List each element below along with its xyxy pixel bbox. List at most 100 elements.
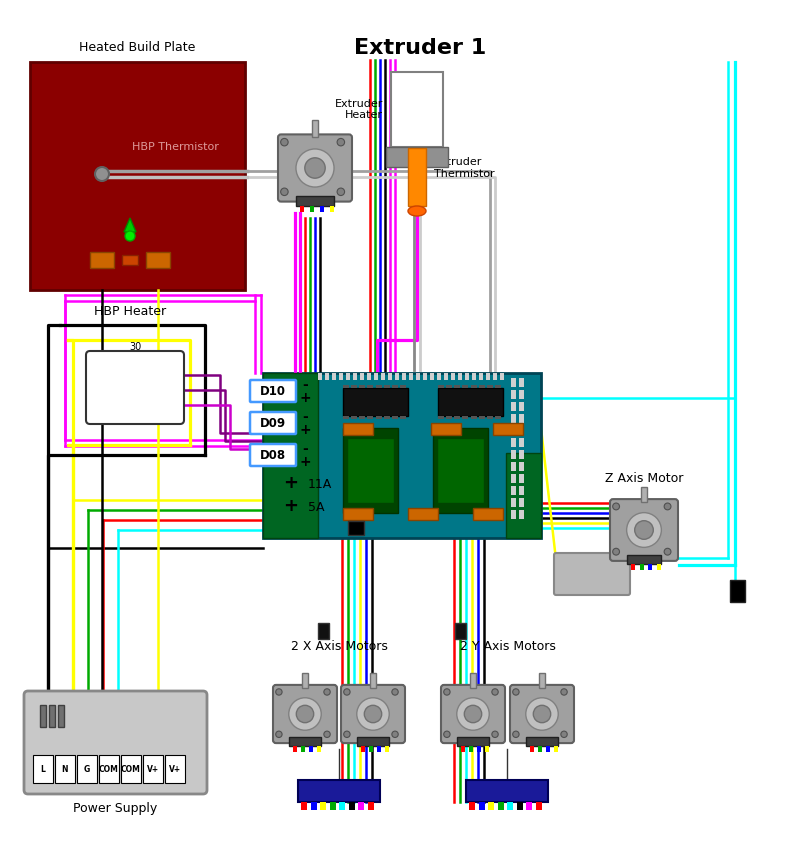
Text: SDRAMPS: SDRAMPS: [565, 569, 619, 579]
Circle shape: [392, 689, 398, 696]
Bar: [303, 673, 308, 688]
Bar: [409, 373, 413, 380]
Bar: [263, 373, 541, 538]
Bar: [519, 402, 524, 411]
Bar: [470, 416, 477, 419]
Bar: [519, 462, 524, 471]
Bar: [77, 755, 97, 783]
Circle shape: [491, 689, 498, 696]
Circle shape: [444, 731, 450, 738]
Bar: [318, 623, 329, 639]
Bar: [493, 423, 523, 435]
Circle shape: [612, 548, 620, 555]
Bar: [538, 746, 542, 753]
Circle shape: [534, 705, 551, 722]
Text: COM: COM: [121, 765, 141, 773]
Bar: [33, 755, 53, 783]
Bar: [433, 428, 488, 513]
Bar: [526, 738, 558, 746]
Bar: [359, 385, 365, 388]
Text: V+: V+: [169, 765, 181, 773]
Circle shape: [95, 167, 109, 181]
Text: Extruder
Thermistor: Extruder Thermistor: [434, 157, 495, 179]
Circle shape: [296, 149, 334, 187]
Bar: [438, 416, 444, 419]
Bar: [293, 746, 297, 753]
Text: D08: D08: [260, 449, 286, 462]
Circle shape: [664, 548, 671, 555]
FancyBboxPatch shape: [554, 553, 630, 595]
Bar: [454, 385, 461, 388]
Bar: [478, 416, 485, 419]
FancyBboxPatch shape: [250, 380, 296, 402]
Circle shape: [526, 698, 558, 730]
FancyBboxPatch shape: [250, 444, 296, 466]
Bar: [320, 205, 324, 211]
Bar: [388, 373, 392, 380]
Bar: [511, 378, 516, 387]
Bar: [507, 802, 513, 810]
Bar: [386, 147, 448, 167]
Bar: [395, 373, 399, 380]
Text: G: G: [84, 765, 90, 773]
Bar: [343, 388, 408, 416]
Bar: [519, 426, 524, 435]
Bar: [400, 416, 406, 419]
Bar: [377, 746, 381, 753]
Bar: [511, 426, 516, 435]
Bar: [473, 508, 503, 520]
Bar: [451, 373, 455, 380]
Bar: [495, 416, 501, 419]
Bar: [40, 705, 46, 727]
Bar: [348, 521, 364, 535]
Text: 87: 87: [119, 404, 131, 414]
Bar: [349, 802, 354, 810]
Bar: [477, 746, 481, 753]
Bar: [519, 450, 524, 459]
Bar: [627, 555, 661, 564]
FancyBboxPatch shape: [341, 685, 405, 743]
Bar: [384, 416, 389, 419]
Text: +: +: [299, 391, 311, 405]
Bar: [311, 121, 319, 137]
Bar: [455, 623, 466, 639]
Bar: [535, 802, 542, 810]
Bar: [416, 373, 420, 380]
Bar: [30, 62, 245, 290]
Bar: [310, 205, 314, 211]
Text: COM: COM: [99, 765, 119, 773]
Bar: [458, 373, 462, 380]
Bar: [384, 385, 389, 388]
Bar: [462, 385, 469, 388]
FancyBboxPatch shape: [250, 412, 296, 434]
Bar: [657, 564, 661, 570]
Text: Extruder 1: Extruder 1: [354, 38, 486, 58]
Bar: [497, 802, 504, 810]
Bar: [511, 486, 516, 495]
Bar: [332, 373, 336, 380]
Text: -: -: [303, 410, 308, 424]
Circle shape: [337, 188, 345, 196]
Text: 87a: 87a: [124, 380, 142, 389]
Bar: [385, 746, 389, 753]
Text: +: +: [299, 455, 311, 469]
Bar: [519, 414, 524, 423]
Bar: [511, 498, 516, 507]
Bar: [519, 474, 524, 483]
Text: 11A: 11A: [308, 478, 333, 491]
Bar: [457, 738, 489, 746]
Bar: [640, 564, 644, 570]
Bar: [511, 474, 516, 483]
Circle shape: [289, 698, 321, 730]
Bar: [320, 802, 326, 810]
Text: 2 X Axis Motors: 2 X Axis Motors: [290, 640, 388, 653]
Bar: [346, 373, 350, 380]
Bar: [486, 373, 490, 380]
Bar: [58, 705, 64, 727]
Bar: [444, 373, 448, 380]
Text: HBP Thermistor: HBP Thermistor: [131, 142, 218, 152]
Text: Z Axis Motor: Z Axis Motor: [605, 471, 683, 484]
Bar: [487, 385, 493, 388]
Bar: [478, 802, 484, 810]
Bar: [454, 416, 461, 419]
